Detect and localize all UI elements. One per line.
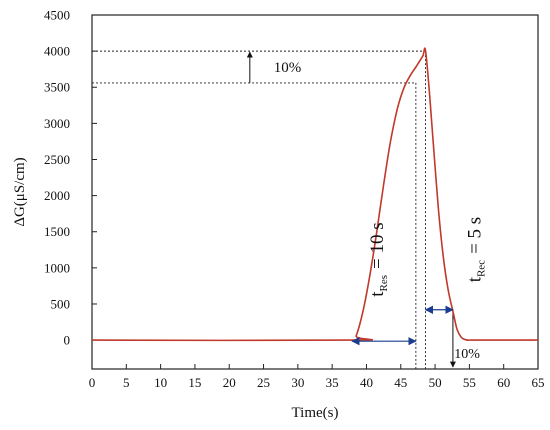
t-res-label: tRes = 10 s bbox=[367, 222, 390, 296]
x-tick-label: 35 bbox=[326, 375, 339, 390]
svg-text:tRes= 10 s: tRes = 10 s bbox=[367, 222, 390, 296]
x-tick-label: 25 bbox=[257, 375, 270, 390]
y-tick-label: 4500 bbox=[44, 8, 70, 23]
x-tick-label: 55 bbox=[463, 375, 476, 390]
series-line bbox=[91, 47, 538, 342]
y-tick-label: 4000 bbox=[44, 44, 70, 59]
plot-frame bbox=[91, 14, 539, 370]
x-tick-label: 50 bbox=[429, 375, 442, 390]
x-tick-label: 5 bbox=[123, 375, 130, 390]
x-tick-label: 30 bbox=[291, 375, 304, 390]
y-tick-label: 1000 bbox=[44, 260, 70, 275]
t-rec-value: = 5 s bbox=[464, 217, 485, 254]
x-tick-label: 45 bbox=[394, 375, 407, 390]
y-tick-label: 2000 bbox=[44, 188, 70, 203]
x-tick-label: 40 bbox=[360, 375, 373, 390]
y-axis-ticks: 0 500 1000 1500 2000 2500 3000 3500 4000 4500 bbox=[44, 8, 97, 348]
svg-text:tRec= 5 s: tRec = 5 s bbox=[464, 217, 487, 283]
y-tick-label: 3500 bbox=[44, 80, 70, 95]
t-res-prefix: t bbox=[367, 291, 388, 297]
x-tick-label: 20 bbox=[223, 375, 236, 390]
t-res-sub: Res bbox=[378, 275, 390, 292]
x-tick-label: 65 bbox=[532, 375, 545, 390]
x-tick-label: 15 bbox=[188, 375, 201, 390]
y-tick-label: 3000 bbox=[44, 116, 70, 131]
t-rec-prefix: t bbox=[464, 276, 485, 282]
series-group bbox=[91, 47, 538, 342]
top-percent-label: 10% bbox=[274, 60, 302, 76]
y-tick-label: 1500 bbox=[44, 224, 70, 239]
y-axis-title: ΔG(μS/cm) bbox=[12, 157, 28, 226]
x-axis-ticks: 0 5 10 15 20 25 30 35 40 45 50 55 60 65 bbox=[89, 364, 545, 390]
y-tick-label: 2500 bbox=[44, 152, 70, 167]
x-tick-label: 0 bbox=[89, 375, 96, 390]
bottom-percent-label: 10% bbox=[454, 347, 480, 362]
annotation-guides bbox=[92, 50, 456, 369]
x-tick-label: 10 bbox=[154, 375, 167, 390]
y-tick-label: 0 bbox=[64, 333, 71, 348]
t-rec-label: tRec = 5 s bbox=[464, 217, 487, 283]
x-axis-title: Time(s) bbox=[292, 405, 339, 421]
x-tick-label: 60 bbox=[497, 375, 510, 390]
t-res-value: = 10 s bbox=[367, 222, 388, 269]
y-tick-label: 500 bbox=[51, 296, 71, 311]
t-rec-sub: Rec bbox=[475, 260, 487, 277]
